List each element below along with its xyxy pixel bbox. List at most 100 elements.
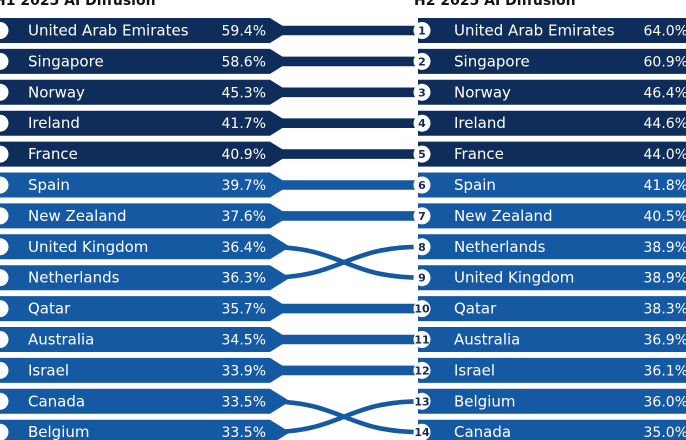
right-value-label: 64.0% [644,24,686,40]
right-rank-number: 13 [414,395,429,408]
right-rank-circle [413,269,431,287]
left-bar [0,419,290,440]
left-value-label: 33.5% [222,394,266,410]
left-country-label: Australia [28,331,94,349]
right-value-label: 36.9% [644,333,686,349]
left-rank-circle [0,238,9,256]
left-country-label: Canada [28,392,85,410]
right-rank-circle [413,361,431,379]
right-rank-circle [413,238,431,256]
right-rank-circle [413,52,431,70]
right-bar [418,419,686,440]
left-country-label: New Zealand [28,207,127,225]
left-bar [0,357,290,383]
right-bar [418,110,686,136]
left-bar [0,48,290,74]
left-rank-circle [0,300,9,318]
right-rank-circle [413,22,431,39]
right-rank-circle [413,207,431,225]
right-rank-number: 1 [418,25,426,38]
right-bar [418,388,686,414]
left-chart-title: H1 2025 AI Diffusion [0,0,156,9]
right-value-label: 38.9% [644,240,686,256]
right-country-label: Ireland [454,114,506,132]
right-country-label: New Zealand [454,207,553,225]
right-bar [418,172,686,198]
left-country-label: Singapore [28,52,104,70]
left-country-label: France [28,145,78,163]
right-chart-title: H2 2025 AI Diffusion [414,0,576,9]
right-bar [418,203,686,229]
right-rank-number: 5 [418,148,426,161]
right-value-label: 40.5% [644,209,686,225]
right-value-label: 36.1% [644,363,686,379]
left-rank-circle [0,52,9,70]
right-bar [418,357,686,383]
left-bar [0,265,290,291]
right-country-label: Spain [454,176,496,194]
right-value-label: 38.9% [644,271,686,287]
right-country-label: Canada [454,423,511,440]
left-value-label: 33.5% [222,425,266,440]
left-value-label: 58.6% [222,54,266,70]
left-country-label: Spain [28,176,70,194]
right-rank-number: 3 [418,86,426,99]
right-bar [418,48,686,74]
right-rank-number: 7 [418,210,426,223]
right-rank-circle [413,176,431,194]
left-bar [0,18,290,43]
left-rank-circle [0,423,9,440]
left-rank-circle [0,207,9,225]
right-value-label: 38.3% [644,302,686,318]
left-rank-circle [0,114,9,132]
left-bar [0,79,290,105]
right-rank-circle [413,300,431,318]
left-value-label: 45.3% [222,85,266,101]
left-rank-circle [0,269,9,287]
right-rank-number: 9 [418,272,426,285]
left-value-label: 59.4% [222,24,266,40]
left-country-label: Israel [28,361,69,379]
left-rank-circle [0,176,9,194]
right-country-label: Qatar [454,300,497,318]
right-country-label: Australia [454,331,520,349]
left-bar [0,234,290,260]
right-country-label: Norway [454,83,511,101]
left-value-label: 37.6% [222,209,266,225]
right-country-label: France [454,145,504,163]
left-bar [0,203,290,229]
right-value-label: 44.6% [644,116,686,132]
right-value-label: 35.0% [644,425,686,440]
left-rank-circle [0,145,9,163]
right-value-label: 46.4% [644,85,686,101]
rank-connector [265,399,423,435]
right-rank-number: 4 [418,117,426,130]
left-country-label: United Arab Emirates [28,22,189,40]
left-rank-circle [0,22,9,39]
left-country-label: Norway [28,83,85,101]
left-value-label: 39.7% [222,178,266,194]
right-bar [418,79,686,105]
right-bar [418,18,686,43]
right-bar [418,141,686,167]
right-bar [418,265,686,291]
left-rank-circle [0,331,9,348]
rank-connector-group [264,23,424,435]
left-value-label: 33.9% [222,363,266,379]
right-rank-number: 11 [414,334,429,347]
left-rank-circle [0,361,9,379]
right-value-label: 36.0% [644,394,686,410]
right-rank-circle [413,392,431,410]
right-country-label: United Arab Emirates [454,22,615,40]
left-rank-circle [0,83,9,101]
left-bar [0,388,290,414]
left-value-label: 34.5% [222,333,266,349]
left-bar [0,110,290,136]
right-bar [418,234,686,260]
right-rank-number: 14 [414,426,430,439]
left-country-label: United Kingdom [28,238,148,256]
left-bar [0,296,290,322]
right-rank-circle [413,145,431,163]
right-rank-circle [413,83,431,101]
